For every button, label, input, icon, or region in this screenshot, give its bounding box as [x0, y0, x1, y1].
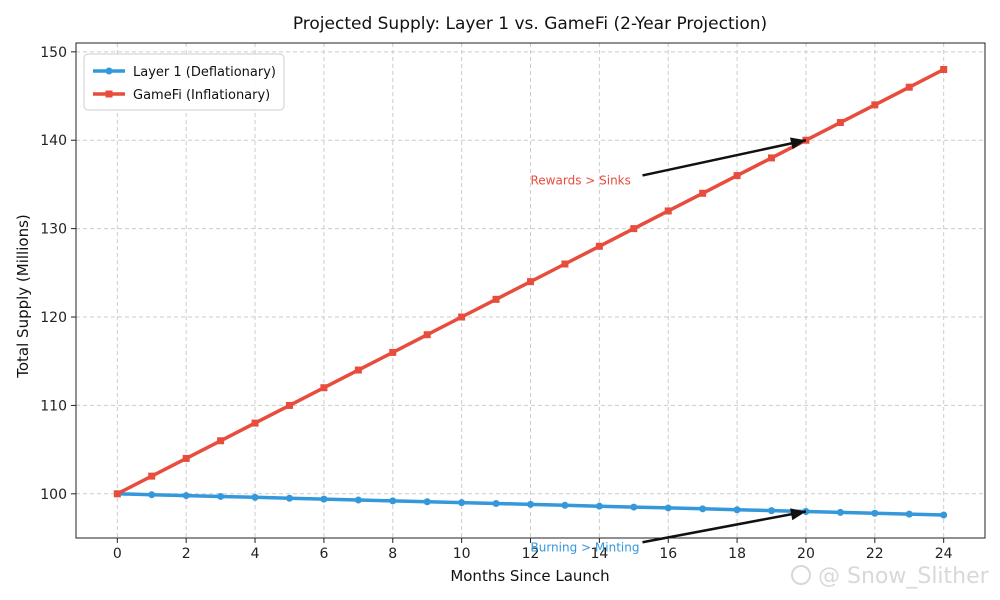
- data-point-circle: [733, 506, 741, 514]
- data-point-square: [423, 331, 431, 339]
- x-tick-label: 24: [935, 546, 953, 562]
- annotation-arrowhead-icon: [790, 508, 806, 521]
- legend: Layer 1 (Deflationary) GameFi (Inflationa…: [83, 53, 285, 111]
- data-point-circle: [768, 507, 776, 515]
- y-tick-label: 120: [40, 310, 67, 326]
- data-point-square: [217, 437, 225, 445]
- data-point-square: [389, 348, 397, 356]
- data-point-circle: [630, 503, 638, 511]
- legend-box: [83, 53, 285, 111]
- data-point-circle: [527, 500, 534, 508]
- data-point-square: [182, 454, 190, 462]
- annotation-text: Burning > Minting: [531, 540, 640, 554]
- x-tick-label: 18: [728, 546, 746, 562]
- data-point-square: [768, 154, 776, 162]
- data-point-circle: [699, 505, 707, 513]
- annotation-text: Rewards > Sinks: [531, 173, 631, 187]
- data-point-square: [113, 490, 121, 498]
- x-tick-label: 20: [797, 546, 815, 562]
- data-point-circle: [561, 501, 569, 509]
- data-point-square: [905, 83, 913, 91]
- data-point-square: [148, 472, 156, 480]
- y-tick-label: 100: [40, 487, 67, 503]
- data-point-circle: [492, 500, 500, 508]
- legend-label: GameFi (Inflationary): [133, 88, 270, 103]
- annotations: Rewards > Sinks Burning > Minting: [531, 137, 807, 554]
- annotation-arrowhead-icon: [790, 137, 806, 150]
- data-point-circle: [836, 508, 844, 516]
- x-tick-label: 4: [251, 546, 260, 562]
- data-point-circle: [251, 493, 259, 501]
- watermark: @ Snow_Slither: [791, 564, 990, 589]
- data-point-square: [836, 119, 844, 127]
- legend-label: Layer 1 (Deflationary): [133, 65, 276, 80]
- data-point-circle: [423, 498, 431, 506]
- y-tick-label: 140: [40, 133, 67, 149]
- data-point-square: [595, 242, 603, 250]
- data-point-square: [285, 401, 293, 409]
- x-tick-label: 16: [659, 546, 677, 562]
- data-point-circle: [320, 495, 328, 503]
- data-point-square: [699, 189, 707, 197]
- data-point-square: [320, 384, 328, 392]
- data-point-square: [733, 172, 741, 180]
- x-tick-label: 14: [590, 546, 608, 562]
- x-tick-label: 12: [522, 546, 540, 562]
- data-point-circle: [905, 510, 913, 518]
- legend-marker-circle: [105, 67, 113, 75]
- y-tick-label: 110: [40, 398, 67, 414]
- data-point-circle: [354, 496, 362, 504]
- data-point-circle: [217, 492, 225, 500]
- data-point-circle: [148, 491, 156, 499]
- data-point-square: [871, 101, 879, 109]
- data-point-circle: [871, 509, 879, 517]
- data-point-square: [527, 278, 534, 286]
- data-point-circle: [285, 494, 293, 502]
- x-tick-label: 22: [866, 546, 884, 562]
- grid: [76, 43, 985, 538]
- data-point-square: [458, 313, 466, 321]
- annotation-arrow-line: [642, 139, 807, 177]
- legend-marker-square: [105, 90, 113, 98]
- x-tick-label: 10: [453, 546, 471, 562]
- y-axis-title: Total Supply (Millions): [14, 214, 32, 379]
- data-point-square: [630, 225, 638, 233]
- y-tick-label: 130: [40, 222, 67, 238]
- data-point-square: [251, 419, 259, 427]
- watermark-logo-icon: [791, 565, 811, 585]
- x-tick-label: 6: [319, 546, 328, 562]
- data-point-circle: [664, 504, 672, 512]
- data-point-square: [940, 66, 948, 74]
- x-tick-label: 8: [388, 546, 397, 562]
- x-tick-label: 0: [113, 546, 122, 562]
- data-point-circle: [458, 499, 466, 507]
- data-point-square: [354, 366, 362, 374]
- watermark-text: @ Snow_Slither: [818, 564, 990, 589]
- data-point-square: [664, 207, 672, 215]
- data-point-circle: [940, 511, 948, 519]
- data-point-circle: [595, 502, 603, 510]
- data-point-circle: [182, 492, 190, 500]
- annotation-arrow-line: [642, 510, 807, 544]
- data-point-circle: [389, 497, 397, 505]
- data-point-square: [492, 295, 500, 303]
- x-tick-label: 2: [182, 546, 191, 562]
- data-point-square: [561, 260, 569, 268]
- x-axis-title: Months Since Launch: [450, 567, 609, 585]
- chart-title: Projected Supply: Layer 1 vs. GameFi (2-…: [293, 14, 767, 34]
- y-tick-label: 150: [40, 45, 67, 61]
